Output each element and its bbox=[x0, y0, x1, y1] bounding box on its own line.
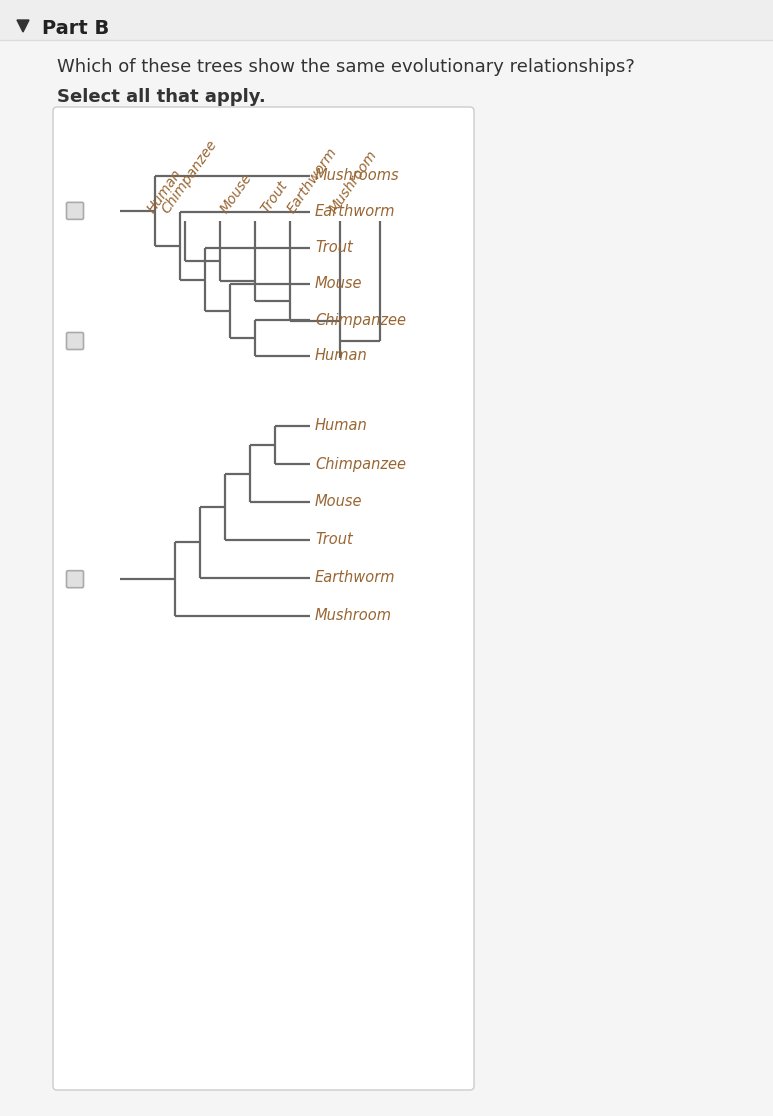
FancyBboxPatch shape bbox=[0, 0, 773, 40]
Text: Chimpanzee: Chimpanzee bbox=[159, 137, 220, 217]
FancyBboxPatch shape bbox=[66, 333, 83, 349]
Text: Trout: Trout bbox=[258, 179, 290, 217]
Text: Trout: Trout bbox=[315, 532, 352, 548]
Text: Human: Human bbox=[315, 348, 368, 364]
Text: Earthworm: Earthworm bbox=[315, 204, 396, 220]
Text: Mushroom: Mushroom bbox=[327, 148, 380, 217]
FancyBboxPatch shape bbox=[53, 107, 474, 1090]
Polygon shape bbox=[17, 20, 29, 32]
FancyBboxPatch shape bbox=[66, 570, 83, 588]
Text: Select all that apply.: Select all that apply. bbox=[57, 88, 266, 106]
Text: Chimpanzee: Chimpanzee bbox=[315, 312, 406, 327]
Text: Mouse: Mouse bbox=[218, 171, 255, 217]
Text: Earthworm: Earthworm bbox=[284, 145, 340, 217]
Text: Human: Human bbox=[145, 167, 185, 217]
Text: Which of these trees show the same evolutionary relationships?: Which of these trees show the same evolu… bbox=[57, 58, 635, 76]
Text: Mouse: Mouse bbox=[315, 277, 363, 291]
Text: Human: Human bbox=[315, 418, 368, 433]
Text: Mushrooms: Mushrooms bbox=[315, 169, 400, 183]
Text: Earthworm: Earthworm bbox=[315, 570, 396, 586]
Text: Trout: Trout bbox=[315, 241, 352, 256]
Text: Mouse: Mouse bbox=[315, 494, 363, 510]
Text: Part B: Part B bbox=[42, 19, 109, 38]
Text: Mushroom: Mushroom bbox=[315, 608, 392, 624]
Text: Chimpanzee: Chimpanzee bbox=[315, 456, 406, 471]
FancyBboxPatch shape bbox=[66, 202, 83, 220]
